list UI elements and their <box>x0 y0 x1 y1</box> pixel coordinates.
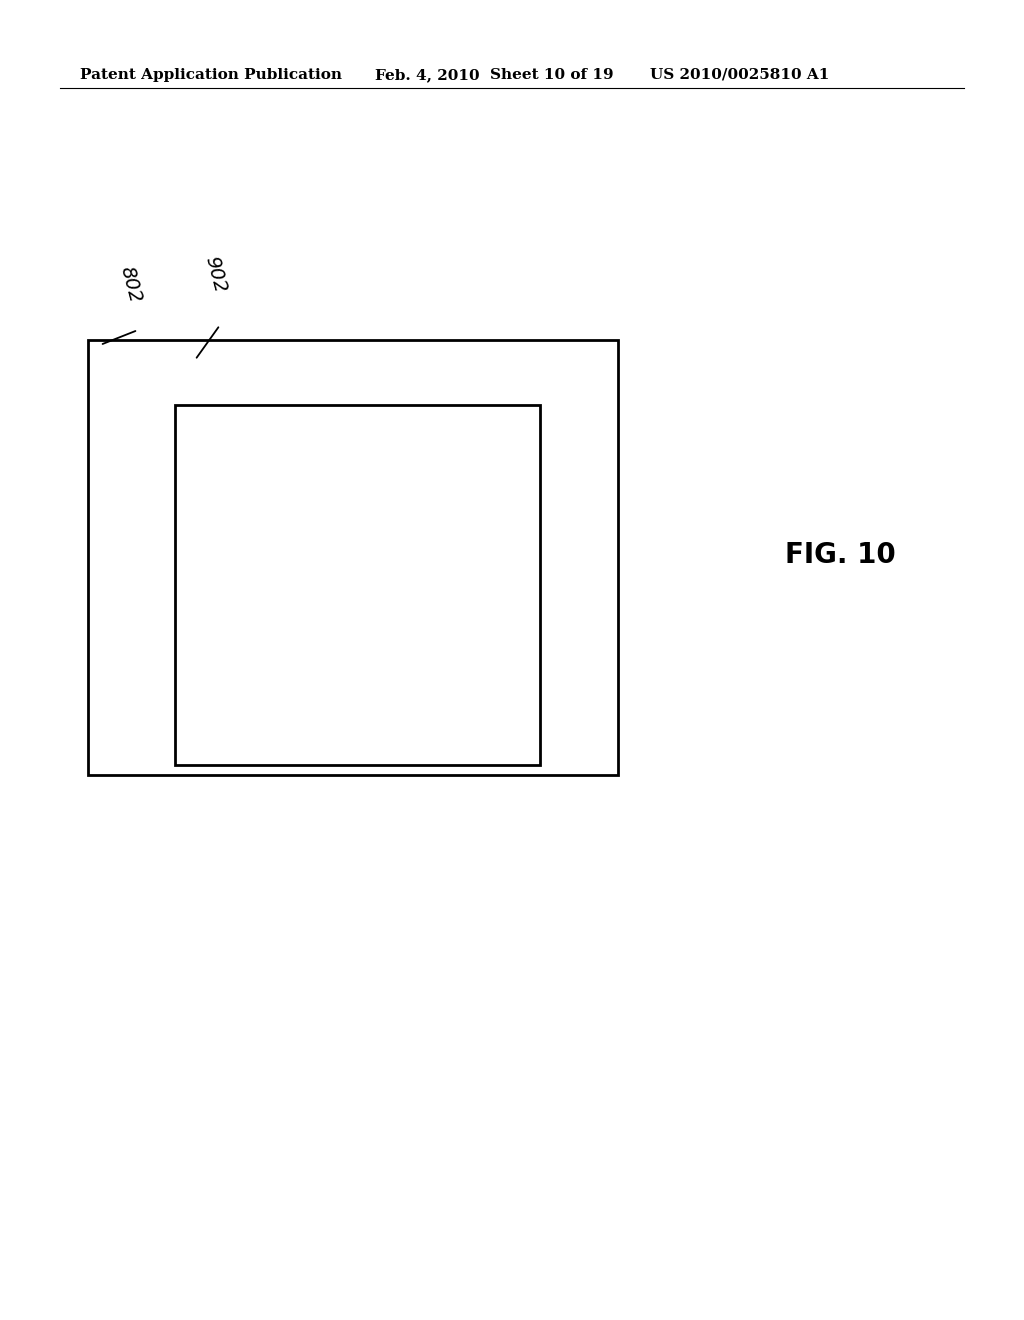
Text: US 2010/0025810 A1: US 2010/0025810 A1 <box>650 69 829 82</box>
Text: Sheet 10 of 19: Sheet 10 of 19 <box>490 69 613 82</box>
Text: Patent Application Publication: Patent Application Publication <box>80 69 342 82</box>
Text: Feb. 4, 2010: Feb. 4, 2010 <box>375 69 479 82</box>
Bar <box>175 405 540 766</box>
Text: FIG. 10: FIG. 10 <box>784 541 895 569</box>
Text: 802: 802 <box>116 264 144 305</box>
Text: 902: 902 <box>201 255 229 294</box>
Bar <box>88 341 618 775</box>
